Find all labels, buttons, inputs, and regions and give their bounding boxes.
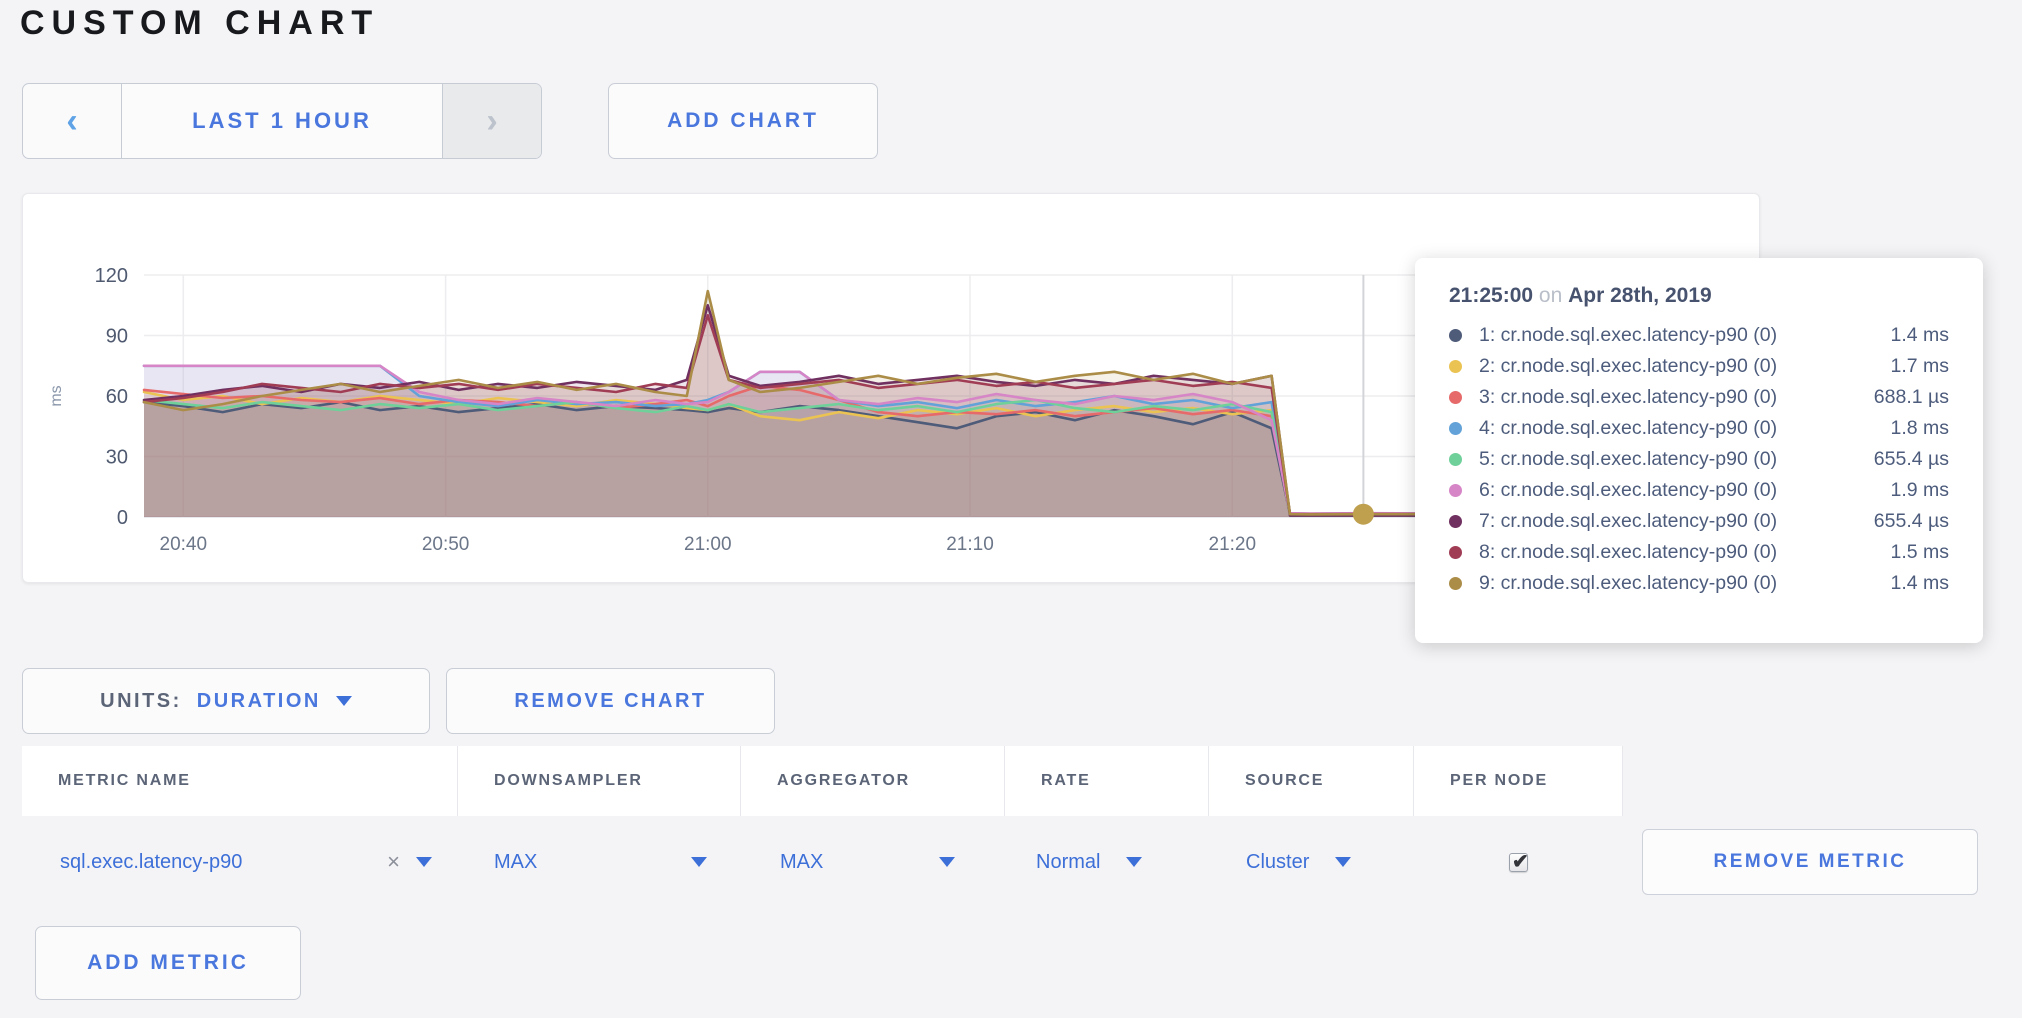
aggregator-select[interactable]: MAX — [741, 816, 1005, 908]
units-label: UNITS: — [100, 689, 182, 712]
header-aggregator: AGGREGATOR — [741, 746, 1005, 816]
svg-text:ms: ms — [48, 385, 65, 406]
tooltip-title: 21:25:00 on Apr 28th, 2019 — [1449, 284, 1949, 308]
series-color-dot-icon — [1449, 360, 1462, 373]
latency-chart-plot[interactable]: 0 30 60 90 120 20:40 20:50 21:00 21:10 21:20 ms — [23, 194, 1759, 582]
svg-text:21:10: 21:10 — [946, 534, 994, 555]
caret-down-icon — [1335, 857, 1352, 867]
tooltip-series-label: 9: cr.node.sql.exec.latency-p90 (0) — [1479, 572, 1778, 594]
time-range-prev-button[interactable]: ‹ — [23, 84, 122, 158]
svg-text:20:40: 20:40 — [160, 534, 208, 555]
check-icon: ✔ — [1512, 850, 1529, 873]
tooltip-series-row: 4: cr.node.sql.exec.latency-p90 (0) 1.8 m… — [1449, 413, 1949, 444]
downsampler-value: MAX — [494, 850, 538, 873]
caret-down-icon — [691, 857, 707, 867]
tooltip-series-label: 3: cr.node.sql.exec.latency-p90 (0) — [1479, 386, 1778, 408]
tooltip-series-row: 1: cr.node.sql.exec.latency-p90 (0) 1.4 m… — [1449, 320, 1949, 351]
tooltip-separator: on — [1538, 284, 1563, 307]
caret-down-icon — [1126, 857, 1143, 867]
source-select[interactable]: Cluster — [1209, 816, 1414, 908]
time-range-selector: ‹ LAST 1 HOUR › — [22, 83, 542, 159]
tooltip-series-row: 9: cr.node.sql.exec.latency-p90 (0) 1.4 m… — [1449, 568, 1949, 599]
caret-down-icon — [335, 696, 352, 706]
tooltip-series-row: 8: cr.node.sql.exec.latency-p90 (0) 1.5 m… — [1449, 537, 1949, 568]
svg-text:20:50: 20:50 — [422, 534, 470, 555]
tooltip-rows: 1: cr.node.sql.exec.latency-p90 (0) 1.4 m… — [1449, 320, 1949, 599]
chart-hover-tooltip: 21:25:00 on Apr 28th, 2019 1: cr.node.sq… — [1415, 258, 1983, 643]
series-color-dot-icon — [1449, 391, 1462, 404]
source-value: Cluster — [1246, 850, 1310, 873]
time-range-next-button[interactable]: › — [442, 84, 541, 158]
metric-name-dropdown[interactable]: sql.exec.latency-p90 — [60, 850, 243, 873]
chevron-left-icon: ‹ — [66, 102, 78, 140]
tooltip-series-value: 1.8 ms — [1890, 417, 1949, 439]
aggregator-value: MAX — [780, 850, 824, 873]
tooltip-series-value: 1.9 ms — [1890, 479, 1949, 501]
tooltip-series-label: 4: cr.node.sql.exec.latency-p90 (0) — [1479, 417, 1778, 439]
tooltip-series-label: 8: cr.node.sql.exec.latency-p90 (0) — [1479, 541, 1778, 563]
header-rate: RATE — [1005, 746, 1209, 816]
series-color-dot-icon — [1449, 577, 1462, 590]
tooltip-series-row: 7: cr.node.sql.exec.latency-p90 (0) 655.4… — [1449, 506, 1949, 537]
time-range-label[interactable]: LAST 1 HOUR — [122, 84, 442, 158]
tooltip-series-label: 7: cr.node.sql.exec.latency-p90 (0) — [1479, 510, 1778, 532]
tooltip-series-row: 2: cr.node.sql.exec.latency-p90 (0) 1.7 m… — [1449, 351, 1949, 382]
downsampler-select[interactable]: MAX — [458, 816, 741, 908]
rate-value: Normal — [1036, 850, 1101, 873]
series-color-dot-icon — [1449, 515, 1462, 528]
tooltip-time: 21:25:00 — [1449, 284, 1534, 307]
series-color-dot-icon — [1449, 453, 1462, 466]
series-color-dot-icon — [1449, 546, 1462, 559]
tooltip-series-label: 6: cr.node.sql.exec.latency-p90 (0) — [1479, 479, 1778, 501]
tooltip-series-row: 6: cr.node.sql.exec.latency-p90 (0) 1.9 m… — [1449, 475, 1949, 506]
header-downsampler: DOWNSAMPLER — [458, 746, 741, 816]
series-color-dot-icon — [1449, 484, 1462, 497]
svg-text:21:00: 21:00 — [684, 534, 732, 555]
svg-text:21:20: 21:20 — [1209, 534, 1257, 555]
metric-row: sql.exec.latency-p90 × MAX MAX Normal Cl… — [22, 816, 2000, 908]
tooltip-date: Apr 28th, 2019 — [1568, 284, 1712, 307]
svg-text:60: 60 — [106, 386, 128, 408]
header-source: SOURCE — [1209, 746, 1414, 816]
units-value: DURATION — [196, 689, 321, 712]
svg-text:30: 30 — [106, 447, 128, 469]
add-chart-button[interactable]: ADD CHART — [608, 83, 878, 159]
remove-metric-button[interactable]: REMOVE METRIC — [1642, 829, 1978, 895]
metric-name-cell: sql.exec.latency-p90 × — [22, 816, 458, 908]
per-node-checkbox[interactable]: ✔ — [1509, 851, 1529, 873]
series-color-dot-icon — [1449, 329, 1462, 342]
close-icon[interactable]: × — [387, 849, 400, 874]
header-per-node: PER NODE — [1414, 746, 1623, 816]
tooltip-series-value: 688.1 µs — [1873, 386, 1949, 408]
units-dropdown[interactable]: UNITS: DURATION — [22, 668, 430, 734]
per-node-cell: ✔ — [1414, 816, 1623, 908]
tooltip-series-label: 2: cr.node.sql.exec.latency-p90 (0) — [1479, 355, 1778, 377]
tooltip-series-row: 3: cr.node.sql.exec.latency-p90 (0) 688.1… — [1449, 382, 1949, 413]
tooltip-series-value: 1.4 ms — [1890, 572, 1949, 594]
svg-text:90: 90 — [106, 326, 128, 348]
header-metric-name: METRIC NAME — [22, 746, 458, 816]
add-metric-button[interactable]: ADD METRIC — [35, 926, 301, 1000]
metrics-table-header: METRIC NAME DOWNSAMPLER AGGREGATOR RATE … — [22, 746, 1623, 816]
tooltip-series-value: 655.4 µs — [1873, 448, 1949, 470]
caret-down-icon — [939, 857, 955, 867]
rate-select[interactable]: Normal — [1005, 816, 1209, 908]
remove-chart-button[interactable]: REMOVE CHART — [446, 668, 775, 734]
tooltip-series-row: 5: cr.node.sql.exec.latency-p90 (0) 655.4… — [1449, 444, 1949, 475]
svg-text:0: 0 — [117, 507, 128, 529]
tooltip-series-value: 655.4 µs — [1873, 510, 1949, 532]
tooltip-series-value: 1.4 ms — [1890, 324, 1949, 346]
tooltip-series-label: 5: cr.node.sql.exec.latency-p90 (0) — [1479, 448, 1778, 470]
page-title: CUSTOM CHART — [20, 4, 380, 42]
series-color-dot-icon — [1449, 422, 1462, 435]
tooltip-series-value: 1.5 ms — [1890, 541, 1949, 563]
tooltip-series-value: 1.7 ms — [1890, 355, 1949, 377]
chevron-right-icon: › — [486, 102, 498, 140]
caret-down-icon[interactable] — [416, 857, 432, 867]
tooltip-series-label: 1: cr.node.sql.exec.latency-p90 (0) — [1479, 324, 1778, 346]
svg-text:120: 120 — [95, 265, 128, 287]
